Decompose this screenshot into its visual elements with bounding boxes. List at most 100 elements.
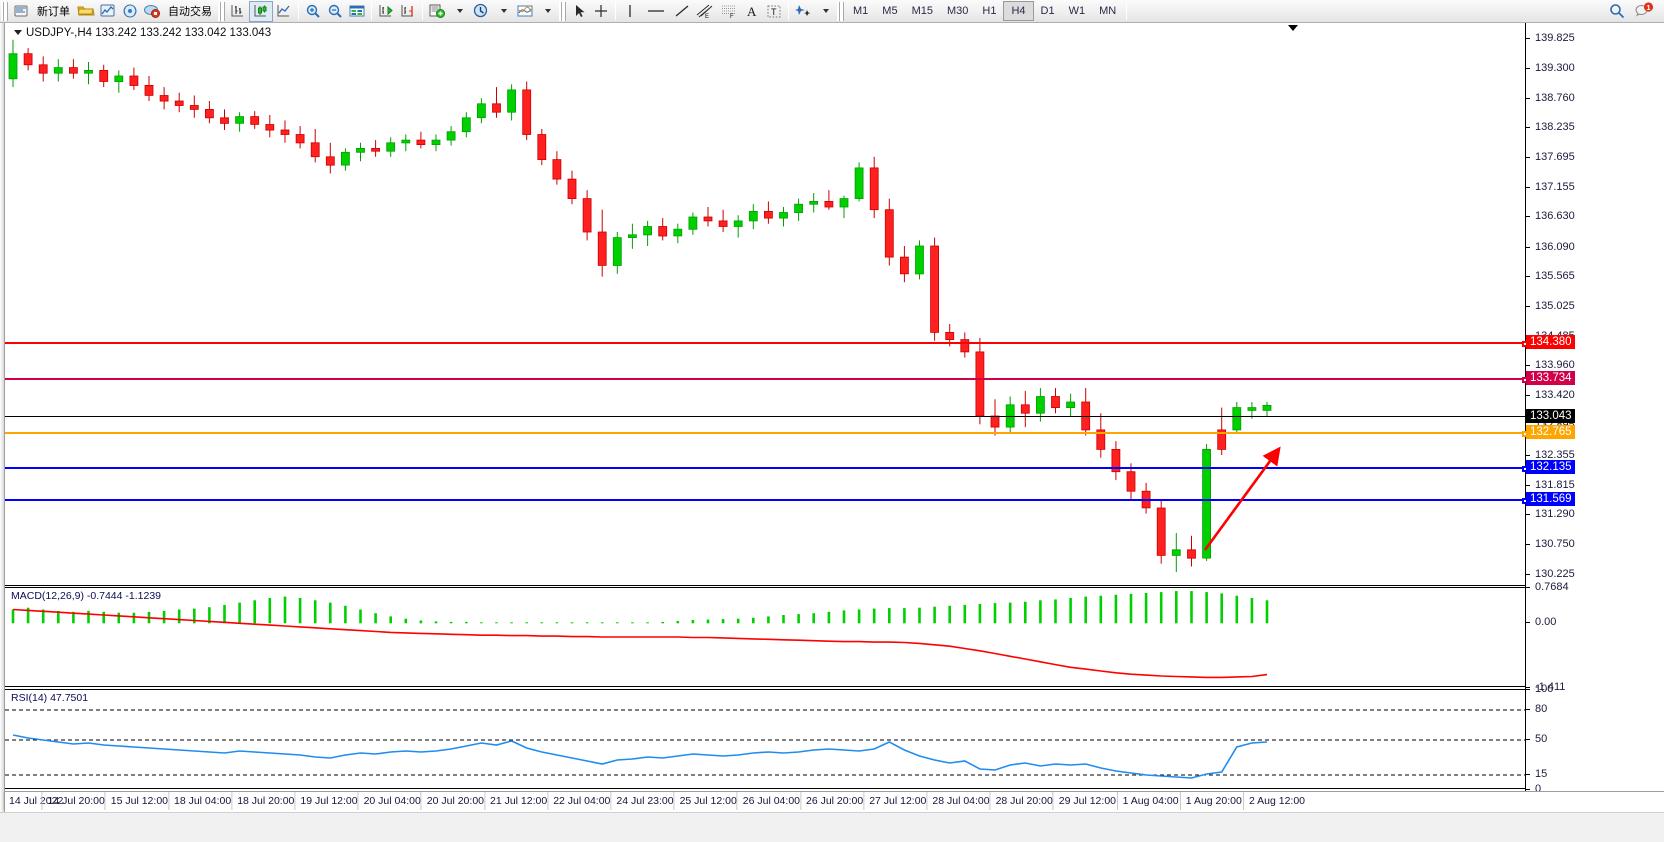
time-tick-mark <box>799 792 801 810</box>
collapse-triangle-icon[interactable] <box>14 30 22 36</box>
price-tick: 137.695 <box>1526 151 1575 163</box>
price-tick: 130.225 <box>1526 568 1575 580</box>
macd-pane[interactable]: MACD(12,26,9) -0.7444 -1.1239 <box>5 587 1525 687</box>
profiles-icon[interactable] <box>97 1 119 22</box>
rsi-series <box>5 709 1525 779</box>
level-label-resistance-1[interactable]: 133.734 <box>1526 370 1575 385</box>
folder-icon[interactable] <box>75 1 97 22</box>
price-tick: 135.565 <box>1526 270 1575 282</box>
notification-icon[interactable]: 1 <box>1632 1 1656 22</box>
level-label-resistance-2[interactable]: 134.380 <box>1526 334 1575 349</box>
level-line-resistance-2[interactable] <box>5 340 1528 347</box>
periods-dropdown[interactable] <box>492 1 514 22</box>
toolbar-grip[interactable] <box>1 1 8 21</box>
time-tick: 18 Jul 20:00 <box>231 792 294 810</box>
templates-icon[interactable] <box>514 1 536 22</box>
chart-shift-icon[interactable] <box>397 1 419 22</box>
price-tick: 136.630 <box>1526 210 1575 222</box>
level-line-pivot[interactable] <box>5 430 1528 437</box>
zoom-in-icon[interactable] <box>302 1 324 22</box>
time-tick-mark <box>1052 792 1054 810</box>
price-axis[interactable]: 139.825 139.300 138.760 138.235 137.695 137.1… <box>1525 23 1664 795</box>
price-tick: 132.355 <box>1526 449 1575 461</box>
toolbar-grip-4[interactable] <box>837 1 844 21</box>
price-pane[interactable]: USDJPY-,H4 133.242 133.242 133.042 133.0… <box>5 23 1525 586</box>
autotrading-button[interactable]: 自动交易 <box>168 6 212 18</box>
auto-scroll-icon[interactable] <box>375 1 397 22</box>
timeframe-group: M1 M5 M15 M30 H1 H4 D1 W1 MN <box>846 1 1123 21</box>
candlestick-series <box>8 39 1272 573</box>
timeframe-m5[interactable]: M5 <box>882 5 898 17</box>
time-tick: 28 Jul 04:00 <box>926 792 990 810</box>
indicators-icon[interactable] <box>426 1 448 22</box>
price-tick: 139.825 <box>1526 32 1575 44</box>
timeframe-m1[interactable]: M1 <box>853 5 869 17</box>
timeframe-m15[interactable]: M15 <box>911 5 933 17</box>
text-box-icon[interactable]: T <box>763 1 785 22</box>
zoom-out-icon[interactable] <box>324 1 346 22</box>
equidistant-channel-icon[interactable]: E <box>693 1 717 22</box>
text-label-icon[interactable]: A <box>741 1 763 22</box>
level-line-resistance-1[interactable] <box>5 376 1528 383</box>
toolbar-separator-6 <box>1126 2 1128 20</box>
chevron-down-icon <box>457 9 463 13</box>
chevron-down-icon <box>545 9 551 13</box>
line-chart-icon[interactable] <box>273 1 295 22</box>
new-order-icon[interactable] <box>10 1 32 22</box>
price-tick: 133.420 <box>1526 389 1575 401</box>
periods-icon[interactable] <box>470 1 492 22</box>
level-label-current-price[interactable]: 133.043 <box>1526 409 1575 424</box>
time-tick-mark <box>1242 792 1244 810</box>
crosshair-icon[interactable] <box>590 1 612 22</box>
time-axis[interactable]: 14 Jul 2022 14 Jul 20:00 15 Jul 12:00 18 Ju… <box>3 791 1664 811</box>
indicators-dropdown[interactable] <box>448 1 470 22</box>
time-tick: 22 Jul 04:00 <box>547 792 610 810</box>
rsi-tick: 15 <box>1526 768 1547 780</box>
time-tick-mark <box>736 792 738 810</box>
candlestick-chart-icon[interactable] <box>249 0 273 22</box>
time-tick: 26 Jul 04:00 <box>736 792 800 810</box>
toolbar-separator-5 <box>788 2 789 20</box>
timeframe-w1[interactable]: W1 <box>1068 5 1086 17</box>
autotrading-icon[interactable] <box>141 1 163 22</box>
level-line-support-2[interactable] <box>5 497 1528 504</box>
trendline-icon[interactable] <box>671 1 693 22</box>
bar-chart-icon[interactable] <box>227 1 249 22</box>
new-order-button[interactable]: 新订单 <box>37 6 70 18</box>
timeframe-m30[interactable]: M30 <box>946 5 969 17</box>
time-tick-mark <box>863 792 865 810</box>
timeframe-d1[interactable]: D1 <box>1040 5 1055 17</box>
server-connect-icon[interactable] <box>119 1 141 22</box>
price-tick: 135.025 <box>1526 300 1575 312</box>
vertical-line-icon[interactable] <box>619 1 641 22</box>
horizontal-line-icon[interactable] <box>641 1 671 22</box>
macd-label: MACD(12,26,9) -0.7444 -1.1239 <box>11 590 161 602</box>
price-tick: 136.090 <box>1526 241 1575 253</box>
level-label-support-2[interactable]: 131.569 <box>1526 491 1575 506</box>
shapes-dropdown[interactable] <box>814 1 836 22</box>
cursor-icon[interactable] <box>568 1 590 22</box>
search-icon[interactable] <box>1606 1 1628 22</box>
chart-vertical-scrollbar[interactable] <box>0 23 5 818</box>
level-line-support-1[interactable] <box>5 466 1528 472</box>
timeframe-h1[interactable]: H1 <box>982 5 997 17</box>
timeframe-h4[interactable]: H4 <box>1003 1 1034 21</box>
toolbar-grip-2[interactable] <box>218 1 225 21</box>
toolbar-separator-4 <box>615 2 616 20</box>
toolbar-grip-3[interactable] <box>559 1 566 21</box>
level-label-support-1[interactable]: 132.135 <box>1526 460 1575 474</box>
chart-window: USDJPY-,H4 133.242 133.242 133.042 133.0… <box>0 23 1664 842</box>
shapes-icon[interactable] <box>792 1 814 22</box>
timeframe-mn[interactable]: MN <box>1099 5 1117 17</box>
time-tick-mark <box>3 792 4 810</box>
time-tick: 26 Jul 20:00 <box>799 792 863 810</box>
level-label-pivot[interactable]: 132.765 <box>1526 424 1575 439</box>
level-line-current-price[interactable] <box>5 416 1525 418</box>
rsi-pane[interactable]: RSI(14) 47.7501 <box>5 689 1525 789</box>
time-tick-mark <box>231 792 233 810</box>
fibonacci-icon[interactable]: F <box>717 1 741 22</box>
price-tick: 133.960 <box>1526 359 1575 371</box>
data-window-icon[interactable] <box>346 1 368 22</box>
templates-dropdown[interactable] <box>536 1 558 22</box>
toolbar-separator <box>298 2 299 20</box>
